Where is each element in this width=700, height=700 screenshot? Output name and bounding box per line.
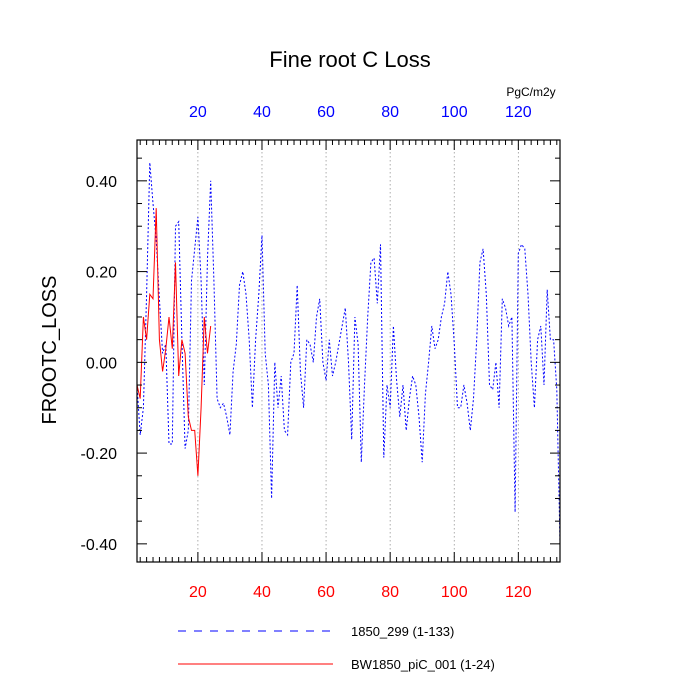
x-tick-label-bottom: 20 bbox=[189, 584, 207, 601]
units-label: PgC/m2y bbox=[506, 85, 555, 99]
y-axis-label: FROOTC_LOSS bbox=[39, 276, 61, 425]
chart-title: Fine root C Loss bbox=[269, 47, 430, 72]
x-tick-label-top: 100 bbox=[441, 104, 468, 121]
x-tick-label-bottom: 100 bbox=[441, 584, 468, 601]
x-tick-label-top: 120 bbox=[505, 104, 532, 121]
legend-label: BW1850_piC_001 (1-24) bbox=[351, 657, 495, 672]
x-tick-label-top: 60 bbox=[317, 104, 335, 121]
legend-label: 1850_299 (1-133) bbox=[351, 624, 454, 639]
y-tick-label: -0.40 bbox=[81, 537, 118, 554]
x-tick-label-bottom: 120 bbox=[505, 584, 532, 601]
plot-area: 0.40 0.20 0.00 -0.20 -0.40 20 20 40 40 60 60 80 80 10… bbox=[81, 104, 561, 601]
y-tick-label: 0.20 bbox=[86, 265, 117, 282]
series-line bbox=[136, 162, 561, 544]
x-tick-label-bottom: 40 bbox=[253, 584, 271, 601]
x-tick-label-top: 80 bbox=[381, 104, 399, 121]
x-tick-label-top: 40 bbox=[253, 104, 271, 121]
y-tick-label: 0.00 bbox=[86, 355, 117, 372]
legend: 1850_299 (1-133) BW1850_piC_001 (1-24) bbox=[178, 624, 495, 672]
y-tick-label: 0.40 bbox=[86, 174, 117, 191]
x-tick-label-bottom: 60 bbox=[317, 584, 335, 601]
series-line bbox=[136, 208, 212, 476]
plot-frame bbox=[136, 139, 561, 563]
x-tick-label-top: 20 bbox=[189, 104, 207, 121]
x-tick-label-bottom: 80 bbox=[381, 584, 399, 601]
y-tick-label: -0.20 bbox=[81, 446, 118, 463]
